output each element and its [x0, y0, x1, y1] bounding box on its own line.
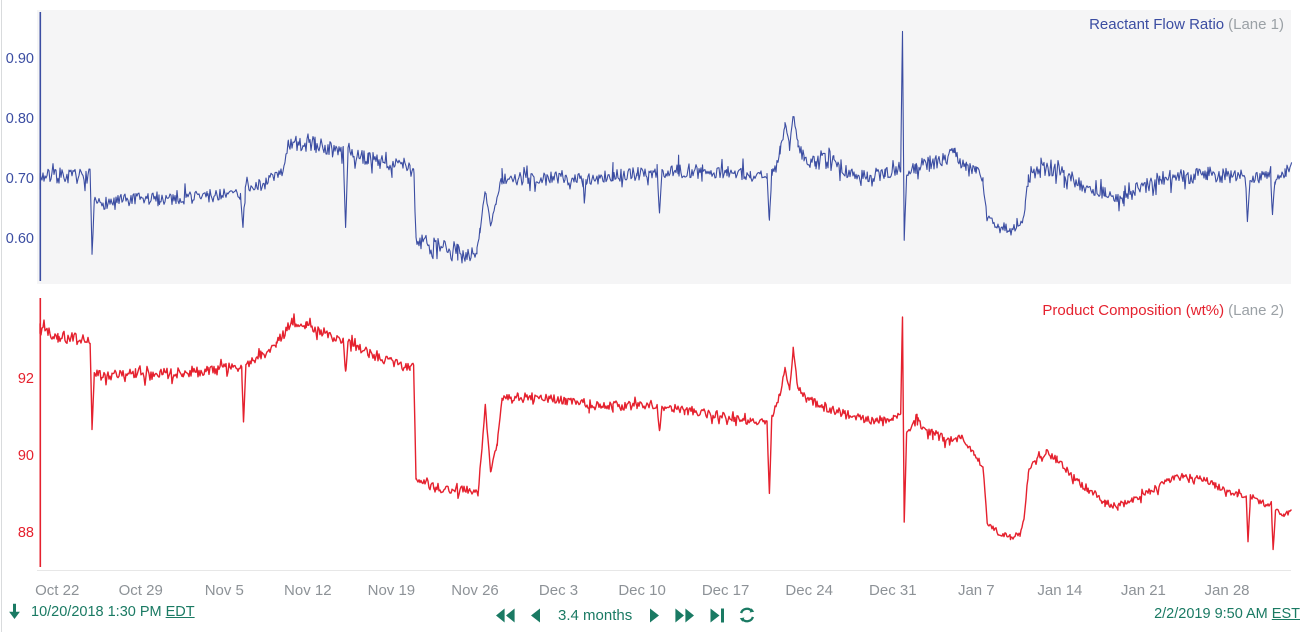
- step-back-icon: [531, 608, 540, 622]
- x-tick-label: Dec 3: [538, 582, 579, 599]
- fast-forward-icon: [675, 608, 695, 622]
- lane2-plot-area[interactable]: [37, 296, 1291, 571]
- window-left-border: [1, 0, 2, 632]
- x-tick-label: Jan 28: [1204, 582, 1250, 599]
- end-time-text: 2/2/2019 9:50 AM: [1154, 606, 1268, 622]
- pan-fast-back-button[interactable]: [494, 607, 516, 624]
- x-tick-label: Nov 5: [204, 582, 244, 599]
- x-tick-label: Oct 29: [118, 582, 163, 599]
- x-tick-label: Jan 14: [1037, 582, 1083, 599]
- pan-forward-button[interactable]: [649, 607, 661, 624]
- refresh-icon: [740, 607, 755, 623]
- y-tick-label: 92: [17, 371, 34, 387]
- y-tick-label: 88: [17, 525, 34, 542]
- bottom-toolbar: 10/20/2018 1:30 PM EDT 3.4 months: [0, 603, 1309, 629]
- range-start-timestamp[interactable]: 10/20/2018 1:30 PM EDT: [31, 604, 195, 620]
- step-forward-icon: [650, 608, 660, 622]
- end-timezone-link[interactable]: EST: [1271, 606, 1300, 622]
- x-tick-label: Nov 12: [284, 582, 332, 599]
- range-end-control[interactable]: 2/2/2019 9:50 AM EST: [1154, 606, 1300, 622]
- lane-label: (Lane 1): [1228, 16, 1284, 33]
- y-tick-label: 0.60: [5, 231, 34, 248]
- lane1-plot-area[interactable]: [37, 10, 1291, 284]
- lane2-series-title[interactable]: Product Composition (wt%) (Lane 2): [1042, 303, 1284, 319]
- lane1-series-title[interactable]: Reactant Flow Ratio (Lane 1): [1089, 17, 1284, 33]
- start-timezone-link[interactable]: EDT: [165, 603, 195, 620]
- auto-update-button[interactable]: [738, 606, 756, 624]
- range-navigation-controls: 3.4 months: [494, 603, 756, 627]
- pan-back-button[interactable]: [529, 607, 541, 624]
- series-name[interactable]: Reactant Flow Ratio: [1089, 16, 1225, 33]
- range-start-control[interactable]: 10/20/2018 1:30 PM EDT: [7, 603, 195, 620]
- x-tick-label: Dec 17: [701, 582, 750, 599]
- x-tick-label: Jan 21: [1120, 582, 1166, 599]
- x-tick-label: Oct 22: [35, 582, 80, 599]
- start-anchor-down-arrow-icon[interactable]: [7, 603, 22, 620]
- x-tick-label: Nov 26: [451, 582, 499, 599]
- x-tick-label: Dec 31: [869, 582, 917, 599]
- series-name[interactable]: Product Composition (wt%): [1042, 302, 1225, 319]
- y-tick-label: 90: [17, 448, 34, 465]
- pan-fast-forward-button[interactable]: [674, 607, 696, 624]
- fast-rewind-icon: [496, 608, 515, 622]
- start-time-text: 10/20/2018 1:30 PM: [31, 603, 162, 620]
- x-tick-label: Nov 19: [367, 582, 416, 599]
- duration-label[interactable]: 3.4 months: [558, 606, 633, 624]
- skip-to-end-icon: [710, 608, 725, 622]
- x-tick-label: Dec 10: [618, 582, 666, 599]
- y-tick-label: 0.80: [5, 111, 34, 127]
- x-tick-label: Dec 24: [785, 582, 833, 599]
- y-tick-label: 0.90: [5, 50, 34, 67]
- lane-label: (Lane 2): [1228, 302, 1284, 319]
- jump-to-now-button[interactable]: [709, 607, 725, 624]
- y-tick-label: 0.70: [5, 171, 34, 188]
- x-tick-label: Jan 7: [957, 582, 995, 599]
